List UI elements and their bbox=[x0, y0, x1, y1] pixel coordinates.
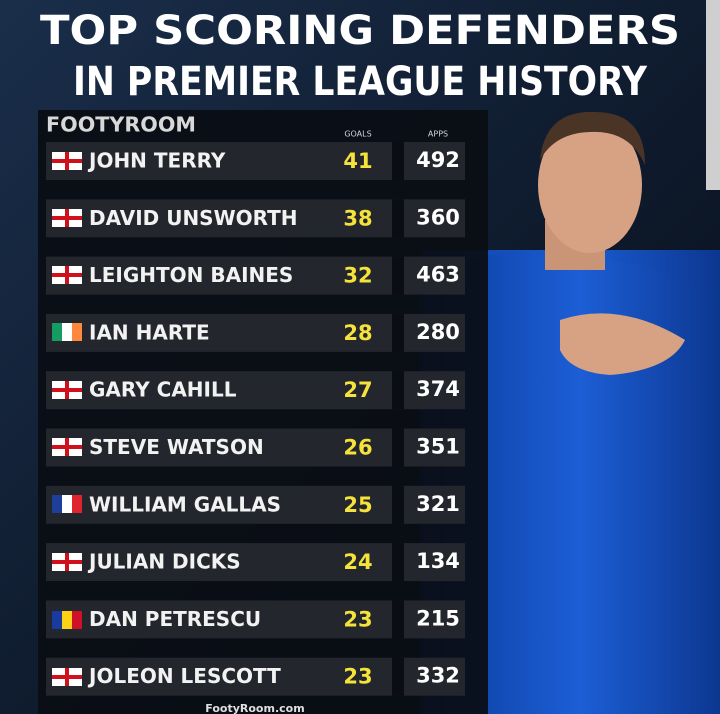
footer: FootyRoom.com bbox=[205, 702, 304, 714]
goals: 27 bbox=[343, 378, 372, 402]
flags bbox=[52, 152, 82, 686]
column-header: GOALS bbox=[344, 130, 371, 139]
flag-england bbox=[52, 209, 82, 227]
player-name: DAVID UNSWORTH bbox=[89, 206, 298, 230]
goals: 28 bbox=[343, 321, 372, 345]
table-row: GARY CAHILL 27 374 bbox=[46, 371, 465, 410]
apps: 492 bbox=[416, 148, 460, 172]
player-name: WILLIAM GALLAS bbox=[89, 492, 281, 516]
flag-england bbox=[52, 668, 82, 686]
table-row: DAVID UNSWORTH 38 360 bbox=[46, 199, 465, 238]
table-row: JOHN TERRY 41 492 bbox=[46, 142, 465, 180]
goals: 23 bbox=[343, 665, 372, 689]
apps: 463 bbox=[416, 263, 460, 287]
apps: 332 bbox=[416, 664, 460, 688]
apps: 321 bbox=[416, 492, 460, 516]
goals: 38 bbox=[343, 206, 372, 230]
player-name: IAN HARTE bbox=[89, 320, 210, 344]
row-band-gap bbox=[392, 600, 404, 639]
title-line1: TOP SCORING DEFENDERS bbox=[40, 8, 680, 54]
flag-romania bbox=[52, 611, 82, 629]
player-name: JOLEON LESCOTT bbox=[87, 664, 281, 688]
apps: 280 bbox=[416, 320, 460, 344]
table-row: WILLIAM GALLAS 25 321 bbox=[46, 485, 465, 524]
player-name: GARY CAHILL bbox=[89, 378, 237, 402]
brand-logo: FOOTYROOM bbox=[46, 113, 196, 137]
goals: 23 bbox=[343, 607, 372, 631]
player-name: LEIGHTON BAINES bbox=[89, 263, 293, 287]
table-rows: JOHN TERRY 41 492 DAVID UNSWORTH 38 360 LEIGHT… bbox=[46, 142, 465, 696]
goals: 26 bbox=[343, 436, 372, 460]
player-name: JOHN TERRY bbox=[87, 149, 226, 173]
row-band-gap bbox=[392, 199, 404, 238]
title-line2: IN PREMIER LEAGUE HISTORY bbox=[73, 59, 648, 105]
apps: 374 bbox=[416, 377, 460, 401]
row-band-gap bbox=[392, 371, 404, 410]
apps: 360 bbox=[416, 205, 460, 229]
table-row: IAN HARTE 28 280 bbox=[46, 313, 465, 352]
goals: 24 bbox=[343, 550, 372, 574]
table-row: JOLEON LESCOTT 23 332 bbox=[46, 657, 465, 696]
player-name: STEVE WATSON bbox=[89, 435, 264, 459]
flag-england bbox=[52, 152, 82, 170]
row-band-gap bbox=[392, 543, 404, 582]
flag-ireland bbox=[52, 323, 82, 341]
goals: 32 bbox=[343, 264, 372, 288]
flag-england bbox=[52, 266, 82, 284]
flag-england bbox=[52, 553, 82, 571]
table-row: LEIGHTON BAINES 32 463 bbox=[46, 256, 465, 295]
apps: 215 bbox=[416, 606, 460, 630]
column-header: APPS bbox=[428, 130, 448, 139]
row-band-gap bbox=[392, 657, 404, 696]
row-band-gap bbox=[392, 485, 404, 524]
player-photo bbox=[420, 0, 720, 714]
row-band-gap bbox=[392, 313, 404, 352]
player-name: JULIAN DICKS bbox=[87, 550, 241, 574]
row-band-gap bbox=[392, 256, 404, 295]
flag-england bbox=[52, 381, 82, 399]
row-band-gap bbox=[392, 142, 404, 180]
flag-england bbox=[52, 438, 82, 456]
goals: 41 bbox=[343, 149, 372, 173]
table-row: STEVE WATSON 26 351 bbox=[46, 428, 465, 467]
apps: 351 bbox=[416, 435, 460, 459]
table-row: JULIAN DICKS 24 134 bbox=[46, 543, 465, 582]
apps: 134 bbox=[416, 549, 460, 573]
goals: 25 bbox=[343, 493, 372, 517]
flag-france bbox=[52, 495, 82, 513]
player-name: DAN PETRESCU bbox=[89, 607, 261, 631]
row-band-gap bbox=[392, 428, 404, 467]
table-row: DAN PETRESCU 23 215 bbox=[46, 600, 465, 639]
